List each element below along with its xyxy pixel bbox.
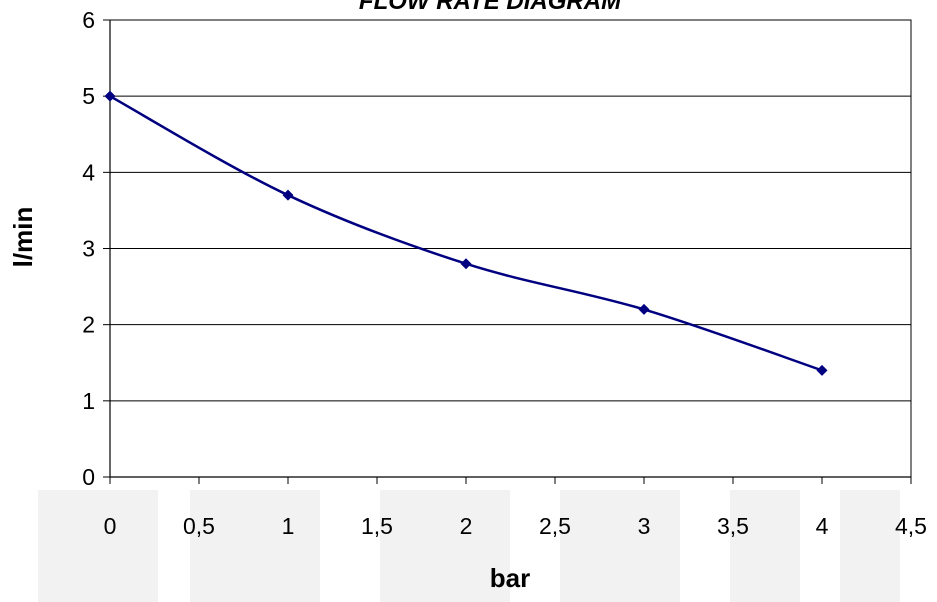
x-tick-label: 2: [460, 513, 473, 539]
y-tick-label: 5: [82, 83, 95, 109]
y-tick-labels: 0 1 2 3 4 5 6: [82, 7, 110, 490]
x-axis-title: bar: [490, 563, 530, 593]
y-tick-label: 3: [82, 236, 95, 262]
data-point-marker: [460, 258, 472, 270]
x-tick-label: 3,5: [717, 513, 749, 539]
y-axis-title: l/min: [8, 207, 38, 268]
x-tick-labels: 0 0,5 1 1,5 2 2,5 3 3,5 4 4,5: [104, 477, 927, 539]
data-point-marker: [638, 303, 650, 315]
x-tick-label: 1,5: [361, 513, 393, 539]
x-tick-label: 0: [104, 513, 117, 539]
x-tick-label: 1: [282, 513, 295, 539]
data-point-marker: [282, 189, 294, 201]
x-tick-label: 4,5: [895, 513, 927, 539]
series-group: [104, 90, 828, 376]
gridlines: [110, 19, 911, 402]
y-tick-label: 1: [82, 388, 95, 414]
y-tick-label: 0: [82, 464, 95, 490]
x-tick-label: 3: [638, 513, 651, 539]
x-tick-label: 4: [816, 513, 829, 539]
y-tick-label: 4: [82, 159, 95, 185]
data-point-marker: [816, 364, 828, 376]
chart-title: FLOW RATE DIAGRAM: [359, 0, 622, 15]
data-point-marker: [104, 90, 116, 102]
x-tick-label: 2,5: [539, 513, 571, 539]
y-tick-label: 6: [82, 7, 95, 33]
y-tick-label: 2: [82, 312, 95, 338]
x-tick-label: 0,5: [183, 513, 215, 539]
marco-watermark-logo: [38, 490, 900, 602]
